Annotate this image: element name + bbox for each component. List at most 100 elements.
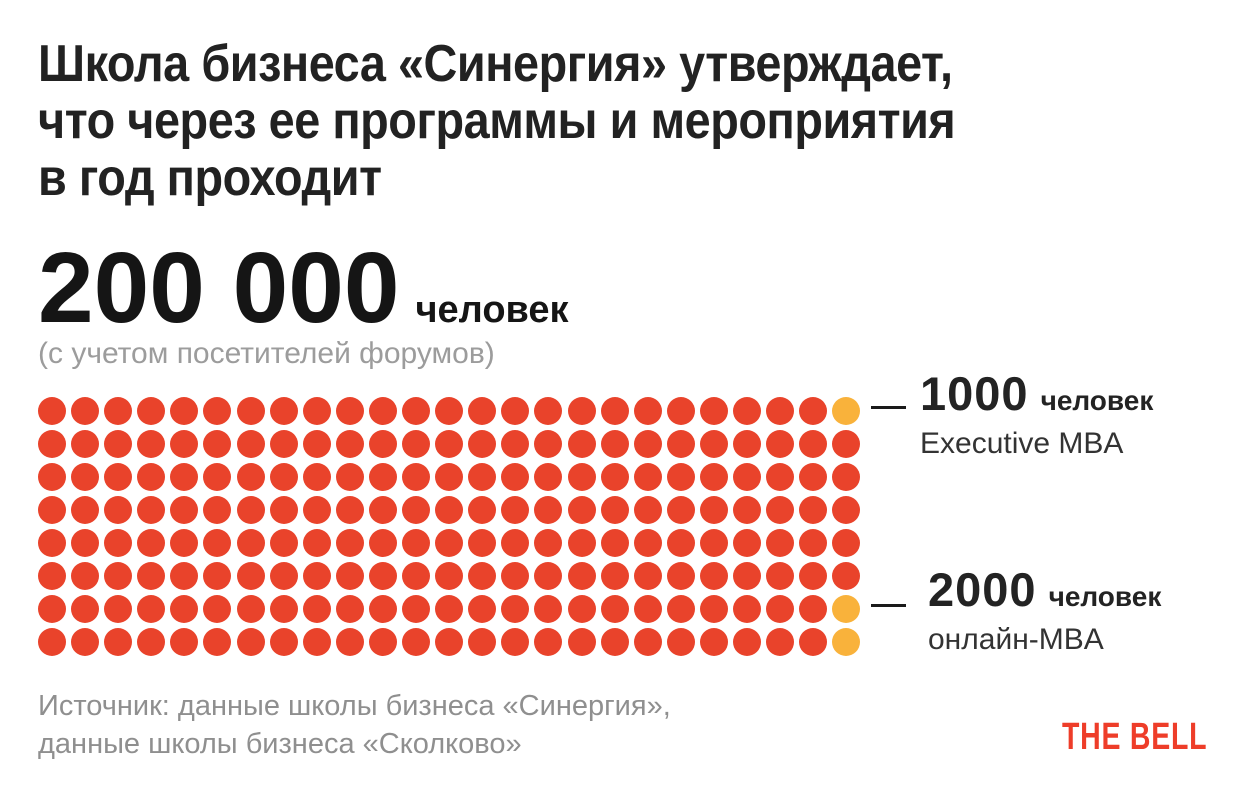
waffle-dot bbox=[203, 496, 232, 524]
waffle-dot bbox=[104, 595, 133, 623]
waffle-dot bbox=[38, 463, 66, 491]
callout-dash-executive-mba bbox=[871, 406, 906, 409]
waffle-dot bbox=[633, 628, 662, 656]
waffle-dot bbox=[633, 463, 662, 491]
annotation-executive-mba-value: 1000 bbox=[920, 367, 1029, 420]
waffle-dot bbox=[137, 595, 166, 623]
waffle-dot bbox=[203, 529, 232, 557]
waffle-dot bbox=[567, 529, 596, 557]
waffle-dot bbox=[567, 397, 596, 425]
title-line-1: Школа бизнеса «Синергия» утверждает, bbox=[38, 35, 953, 93]
waffle-dot bbox=[402, 628, 431, 656]
headline-note: (с учетом посетителей форумов) bbox=[38, 337, 495, 370]
waffle-dot bbox=[832, 496, 861, 524]
waffle-dot bbox=[666, 430, 695, 458]
waffle-dot bbox=[203, 628, 232, 656]
waffle-dot bbox=[269, 463, 298, 491]
waffle-dot bbox=[501, 595, 530, 623]
waffle-dot bbox=[666, 628, 695, 656]
waffle-dot bbox=[435, 529, 464, 557]
waffle-dot bbox=[236, 529, 265, 557]
waffle-dot bbox=[203, 397, 232, 425]
waffle-dot bbox=[699, 595, 728, 623]
waffle-dot bbox=[71, 397, 100, 425]
waffle-dot bbox=[567, 496, 596, 524]
waffle-dot bbox=[567, 628, 596, 656]
waffle-dot bbox=[236, 463, 265, 491]
waffle-dot bbox=[666, 595, 695, 623]
waffle-dot bbox=[567, 430, 596, 458]
waffle-dot bbox=[170, 430, 199, 458]
waffle-dot bbox=[302, 496, 331, 524]
waffle-dot bbox=[766, 496, 795, 524]
waffle-dot bbox=[402, 529, 431, 557]
waffle-dot bbox=[302, 430, 331, 458]
waffle-dot bbox=[534, 529, 563, 557]
waffle-dot bbox=[203, 595, 232, 623]
waffle-dot bbox=[335, 397, 364, 425]
waffle-dot bbox=[170, 529, 199, 557]
source-line-2: данные школы бизнеса «Сколково» bbox=[38, 728, 522, 760]
waffle-dot bbox=[368, 463, 397, 491]
waffle-dot bbox=[38, 595, 66, 623]
waffle-dot bbox=[236, 496, 265, 524]
waffle-dot bbox=[600, 496, 629, 524]
waffle-dot bbox=[137, 496, 166, 524]
waffle-dot bbox=[832, 463, 861, 491]
waffle-dot bbox=[534, 430, 563, 458]
waffle-dot bbox=[534, 397, 563, 425]
waffle-dot bbox=[269, 628, 298, 656]
waffle-dot bbox=[104, 529, 133, 557]
waffle-dot bbox=[269, 529, 298, 557]
waffle-dot bbox=[368, 562, 397, 590]
waffle-dot bbox=[368, 496, 397, 524]
waffle-dot bbox=[766, 562, 795, 590]
waffle-dot bbox=[633, 595, 662, 623]
waffle-dot bbox=[666, 463, 695, 491]
waffle-dot bbox=[766, 430, 795, 458]
waffle-dot bbox=[501, 463, 530, 491]
waffle-dot bbox=[832, 430, 861, 458]
waffle-dot bbox=[368, 628, 397, 656]
waffle-dot bbox=[435, 463, 464, 491]
waffle-dot bbox=[302, 463, 331, 491]
waffle-dot bbox=[799, 397, 828, 425]
waffle-dot bbox=[732, 595, 761, 623]
waffle-dot bbox=[666, 397, 695, 425]
waffle-dot bbox=[766, 463, 795, 491]
waffle-dot bbox=[38, 496, 66, 524]
waffle-dot bbox=[137, 463, 166, 491]
waffle-dot bbox=[633, 430, 662, 458]
waffle-dot bbox=[170, 496, 199, 524]
waffle-dot bbox=[501, 430, 530, 458]
waffle-dot bbox=[766, 529, 795, 557]
waffle-dot bbox=[567, 595, 596, 623]
waffle-dot bbox=[170, 397, 199, 425]
waffle-dot bbox=[501, 397, 530, 425]
waffle-dot bbox=[402, 496, 431, 524]
waffle-dot bbox=[468, 562, 497, 590]
waffle-dot bbox=[335, 529, 364, 557]
waffle-grid bbox=[38, 397, 861, 656]
waffle-dot bbox=[137, 628, 166, 656]
waffle-dot bbox=[633, 562, 662, 590]
waffle-dot bbox=[600, 562, 629, 590]
waffle-dot bbox=[269, 496, 298, 524]
waffle-dot bbox=[534, 562, 563, 590]
waffle-dot bbox=[766, 628, 795, 656]
waffle-dot bbox=[799, 529, 828, 557]
waffle-dot bbox=[600, 397, 629, 425]
waffle-dot bbox=[666, 562, 695, 590]
waffle-dot bbox=[699, 529, 728, 557]
waffle-dot bbox=[732, 397, 761, 425]
waffle-dot bbox=[732, 529, 761, 557]
waffle-dot bbox=[732, 496, 761, 524]
waffle-dot bbox=[302, 397, 331, 425]
waffle-dot bbox=[38, 430, 66, 458]
waffle-dot bbox=[435, 562, 464, 590]
waffle-dot bbox=[402, 397, 431, 425]
waffle-dot bbox=[335, 628, 364, 656]
waffle-dot bbox=[567, 463, 596, 491]
waffle-dot-highlight bbox=[832, 595, 861, 623]
the-bell-logo: THE BELL bbox=[1062, 716, 1208, 758]
